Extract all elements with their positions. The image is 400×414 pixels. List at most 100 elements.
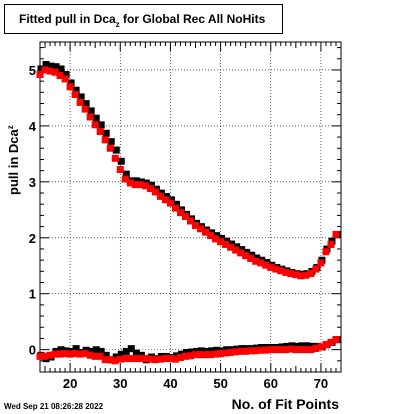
- chart-title-rest: for Global Rec All NoHits: [119, 12, 266, 26]
- data-point-upper: [146, 185, 154, 193]
- y-tick-label: 2: [29, 231, 36, 246]
- data-point-lower: [267, 346, 275, 354]
- data-point-upper: [97, 121, 105, 129]
- data-point-lower: [312, 345, 320, 353]
- data-point-lower: [307, 346, 315, 354]
- data-point-lower: [287, 345, 295, 353]
- data-point-upper: [262, 261, 270, 269]
- data-point-upper: [126, 179, 134, 187]
- data-point-upper: [41, 66, 49, 74]
- data-point-upper: [96, 127, 104, 135]
- data-point-upper: [87, 107, 95, 115]
- data-point-upper: [141, 182, 149, 190]
- axis-ticks: [39, 42, 342, 373]
- data-point-upper: [172, 200, 180, 208]
- data-point-upper: [227, 243, 235, 251]
- data-point-upper: [247, 254, 255, 262]
- chart-title-box: Fitted pull in Dcaz for Global Rec All N…: [4, 4, 283, 34]
- data-point-upper: [176, 209, 184, 217]
- data-point-lower: [76, 350, 84, 358]
- chart-title-subscript: z: [115, 20, 120, 29]
- data-point-upper: [317, 259, 325, 267]
- data-point-upper: [312, 265, 320, 273]
- data-point-upper: [222, 240, 230, 248]
- data-point-upper: [47, 62, 55, 70]
- data-point-lower: [242, 347, 250, 355]
- data-point-lower: [117, 350, 125, 358]
- data-point-upper: [52, 63, 60, 71]
- data-point-lower: [127, 345, 135, 353]
- data-point-lower: [166, 355, 174, 363]
- data-point-lower: [237, 347, 245, 355]
- data-point-upper: [197, 225, 205, 233]
- data-point-upper: [257, 259, 265, 267]
- data-point-lower: [198, 347, 206, 355]
- data-point-upper: [66, 83, 74, 91]
- data-point-upper: [61, 75, 69, 83]
- data-point-upper: [102, 129, 110, 137]
- data-point-lower: [87, 347, 95, 355]
- data-point-upper: [297, 272, 305, 280]
- data-point-upper: [107, 138, 115, 146]
- data-point-lower: [151, 356, 159, 364]
- data-point-lower: [106, 356, 114, 364]
- data-point-lower: [146, 355, 154, 363]
- data-point-upper: [62, 71, 70, 79]
- x-tick-label: 20: [63, 376, 77, 391]
- data-point-lower: [247, 347, 255, 355]
- data-point-lower: [208, 347, 216, 355]
- data-point-lower: [207, 351, 215, 359]
- data-point-upper: [242, 252, 250, 260]
- data-point-lower: [72, 345, 80, 353]
- data-point-lower: [156, 355, 164, 363]
- data-point-lower: [92, 346, 100, 354]
- data-point-upper: [81, 105, 89, 113]
- data-point-upper: [161, 196, 169, 204]
- data-point-upper: [202, 228, 210, 236]
- data-point-lower: [303, 342, 311, 350]
- data-point-upper: [166, 199, 174, 207]
- data-point-upper: [106, 144, 114, 152]
- data-point-lower: [171, 355, 179, 363]
- data-point-lower: [46, 351, 54, 359]
- data-point-lower: [57, 346, 65, 354]
- data-point-lower: [112, 353, 120, 361]
- data-point-upper: [132, 177, 140, 185]
- x-tick-label: 50: [213, 376, 227, 391]
- data-point-lower: [71, 350, 79, 358]
- data-point-lower: [66, 350, 74, 358]
- x-axis-label: No. of Fit Points: [231, 396, 339, 412]
- data-point-upper: [67, 79, 75, 87]
- data-point-upper: [56, 72, 64, 80]
- data-point-upper: [76, 98, 84, 106]
- chart-title: Fitted pull in Dcaz for Global Rec All N…: [19, 12, 265, 29]
- data-point-lower: [188, 348, 195, 356]
- data-point-lower: [51, 350, 59, 358]
- data-point-lower: [212, 350, 220, 358]
- data-point-upper: [217, 238, 225, 246]
- data-point-upper: [307, 270, 315, 278]
- data-point-lower: [192, 351, 200, 359]
- data-point-lower: [222, 349, 230, 357]
- data-point-lower: [332, 336, 340, 344]
- data-marks: [36, 60, 341, 365]
- data-point-upper: [36, 70, 44, 78]
- grid: [40, 42, 341, 372]
- data-point-upper: [237, 249, 245, 257]
- data-point-lower: [327, 338, 335, 346]
- data-point-upper: [332, 230, 340, 238]
- data-point-upper: [136, 181, 144, 189]
- data-point-upper: [212, 235, 220, 243]
- data-point-lower: [277, 346, 285, 354]
- data-point-upper: [117, 157, 125, 165]
- y-tick-label: 3: [29, 175, 36, 190]
- data-point-lower: [232, 348, 240, 356]
- data-point-upper: [101, 136, 109, 144]
- data-point-upper: [282, 268, 290, 276]
- data-point-upper: [116, 166, 124, 174]
- data-point-lower: [102, 351, 110, 359]
- data-point-lower: [101, 356, 109, 364]
- data-point-upper: [42, 60, 50, 68]
- data-point-lower: [197, 351, 205, 359]
